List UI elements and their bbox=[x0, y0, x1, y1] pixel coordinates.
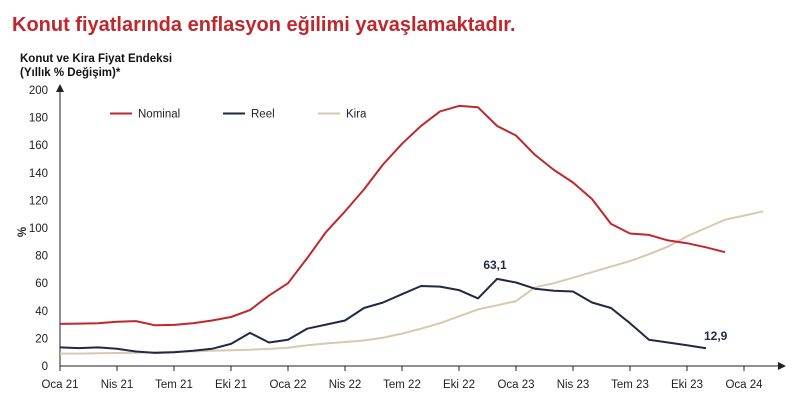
x-tick-label: Nis 21 bbox=[101, 379, 134, 391]
y-tick-label: 60 bbox=[35, 278, 48, 290]
y-tick-label: 120 bbox=[29, 195, 48, 207]
series-line-reel bbox=[59, 277, 707, 354]
series-line-nominal bbox=[59, 104, 726, 327]
chart-subtitle-line2: (Yıllık % Değişim)* bbox=[20, 67, 121, 79]
chart-axes bbox=[56, 84, 786, 370]
y-tick-label: 0 bbox=[42, 361, 48, 373]
y-tick-label: 140 bbox=[29, 168, 48, 180]
data-label: 63,1 bbox=[483, 258, 507, 272]
x-tick-label: Tem 23 bbox=[611, 379, 649, 391]
y-tick-label: 40 bbox=[35, 306, 48, 318]
chart-subtitle-line1: Konut ve Kira Fiyat Endeksi bbox=[20, 53, 173, 65]
x-tick-label: Tem 22 bbox=[383, 379, 421, 391]
y-tick-label: 100 bbox=[29, 223, 48, 235]
x-tick-label: Oca 23 bbox=[497, 379, 534, 391]
x-tick-label: Eki 21 bbox=[215, 379, 247, 391]
legend-label-kira: Kira bbox=[346, 108, 367, 120]
y-axis-label: % bbox=[17, 227, 29, 237]
data-label: 12,9 bbox=[704, 329, 728, 343]
x-axis-ticks: Oca 21 Nis 21 Tem 21 Eki 21 Oca 22 Nis 22 Tem … bbox=[41, 366, 763, 391]
series-line-kira bbox=[60, 210, 764, 355]
y-tick-label: 20 bbox=[35, 333, 48, 345]
y-tick-label: 200 bbox=[29, 85, 48, 97]
x-tick-label: Oca 24 bbox=[725, 379, 763, 391]
page-title: Konut fiyatlarında enflasyon eğilimi yav… bbox=[12, 14, 516, 36]
chart-legend: Nominal Reel Kira bbox=[110, 108, 367, 120]
y-axis-arrow bbox=[56, 84, 64, 92]
x-tick-label: Tem 21 bbox=[155, 379, 193, 391]
y-axis-ticks: 0 20 40 60 80 100 120 140 160 180 200 bbox=[29, 85, 48, 373]
series-lines bbox=[59, 104, 764, 355]
x-tick-label: Oca 21 bbox=[41, 379, 78, 391]
y-tick-label: 160 bbox=[29, 140, 48, 152]
legend-label-nominal: Nominal bbox=[138, 108, 180, 120]
x-tick-label: Nis 23 bbox=[557, 379, 590, 391]
x-axis-arrow bbox=[778, 362, 786, 370]
x-tick-label: Oca 22 bbox=[269, 379, 306, 391]
data-labels: 63,1 12,9 bbox=[483, 258, 727, 343]
chart-subtitle: Konut ve Kira Fiyat Endeksi (Yıllık % De… bbox=[20, 52, 172, 80]
x-tick-label: Nis 22 bbox=[329, 379, 362, 391]
x-tick-label: Eki 23 bbox=[671, 379, 703, 391]
y-tick-label: 80 bbox=[35, 251, 48, 263]
x-tick-label: Eki 22 bbox=[443, 379, 475, 391]
legend-label-reel: Reel bbox=[251, 108, 275, 120]
y-tick-label: 180 bbox=[29, 113, 48, 125]
